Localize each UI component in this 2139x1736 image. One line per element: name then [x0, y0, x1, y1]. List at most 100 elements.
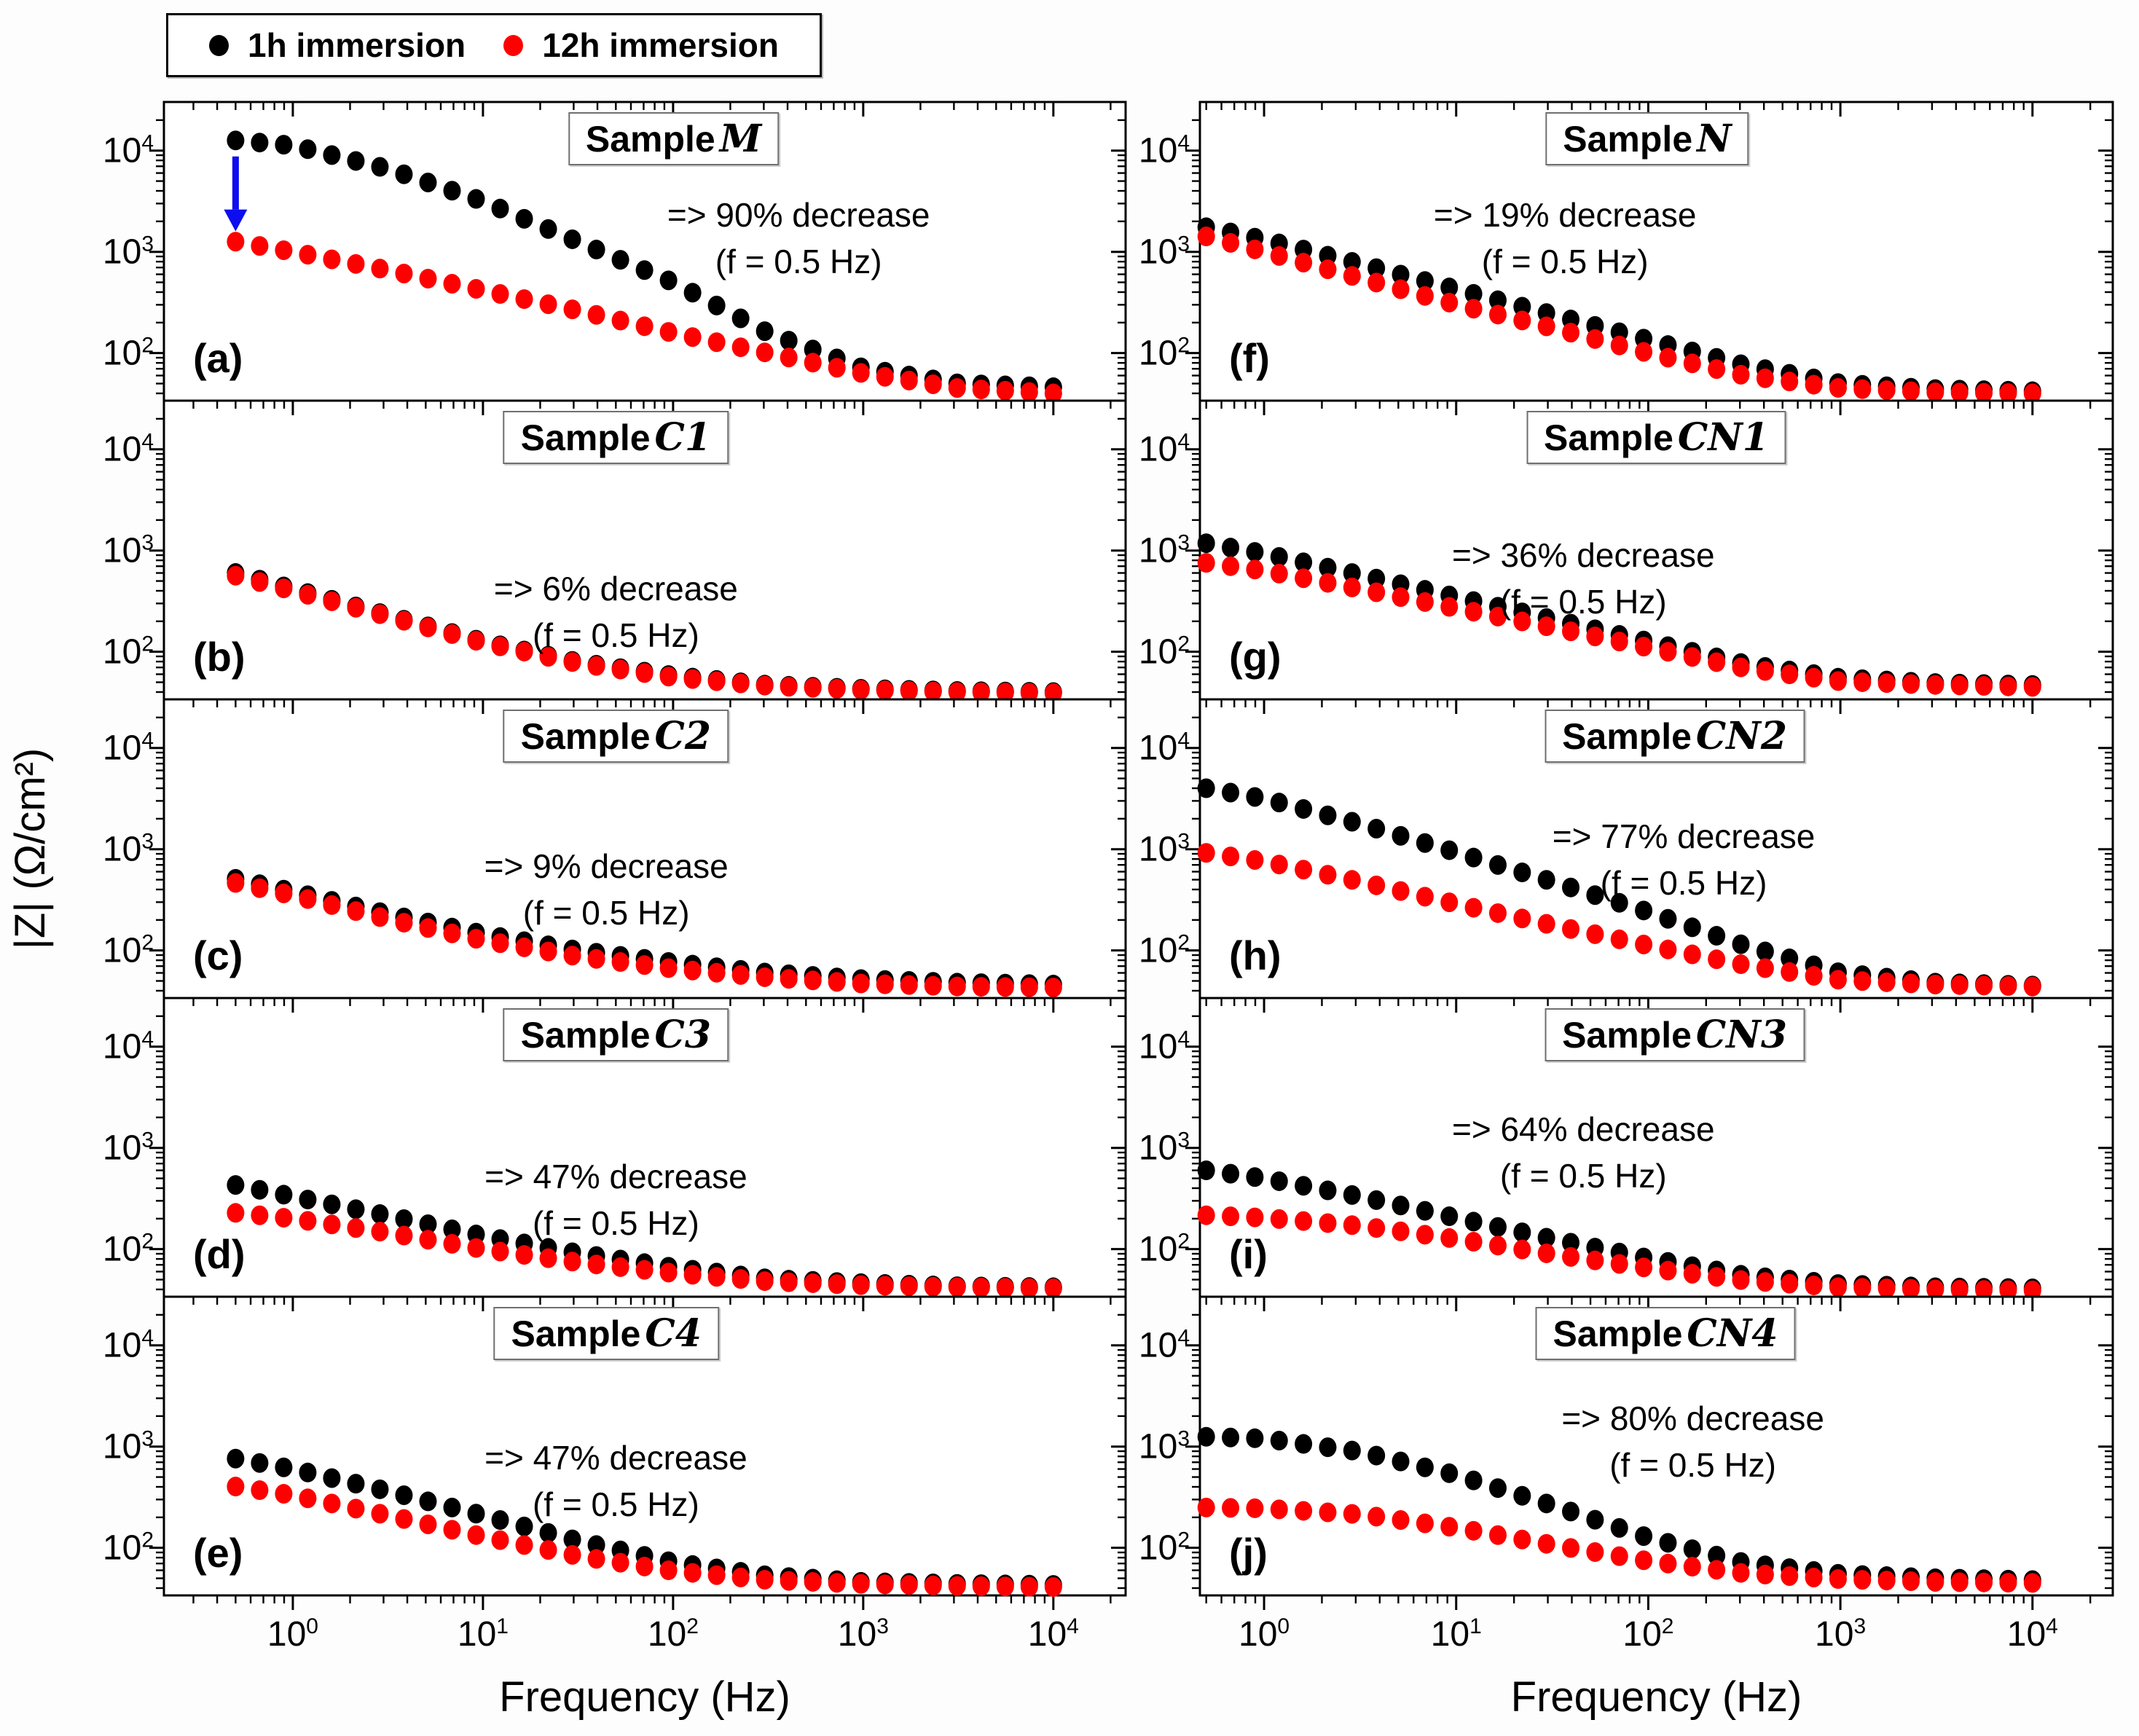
sample-title-prefix: Sample: [520, 1015, 651, 1056]
data-point: [1732, 1270, 1750, 1290]
data-point: [828, 1274, 846, 1295]
data-point: [1440, 278, 1459, 298]
data-point: [1562, 1501, 1580, 1522]
data-point: [563, 299, 581, 320]
data-point: [1926, 382, 1944, 402]
x-tick-label: 102: [1622, 1614, 1674, 1654]
data-point: [1319, 1180, 1337, 1201]
data-point: [1877, 972, 1896, 992]
data-point: [852, 1275, 870, 1295]
data-point: [1197, 533, 1215, 554]
decrease-annotation-line2: (f = 0.5 Hz): [1609, 1446, 1776, 1485]
data-point: [1270, 563, 1288, 584]
data-point: [1829, 377, 1847, 398]
data-point: [900, 975, 918, 995]
y-tick-label: 104: [1138, 1325, 1190, 1365]
data-point: [347, 597, 365, 618]
data-point: [780, 331, 798, 351]
data-point: [1659, 1260, 1677, 1281]
data-point: [1392, 279, 1410, 299]
data-point: [1853, 379, 1872, 399]
decrease-annotation-line1: => 47% decrease: [484, 1158, 747, 1196]
data-point: [1950, 382, 1969, 403]
sample-title-symbol: CN2: [1695, 714, 1788, 758]
data-point: [1392, 1221, 1410, 1241]
data-point: [1635, 900, 1653, 921]
data-point: [515, 641, 533, 661]
data-point: [1416, 1513, 1434, 1533]
data-point: [347, 1218, 365, 1238]
data-point: [587, 1535, 605, 1555]
y-tick-label: 103: [1138, 829, 1190, 869]
sample-title: Sample C4: [493, 1307, 719, 1360]
data-point: [275, 1185, 293, 1205]
data-point: [1222, 232, 1240, 253]
data-point: [972, 682, 990, 702]
data-point: [371, 157, 389, 177]
data-point: [419, 1514, 437, 1534]
data-point: [1367, 875, 1386, 895]
sample-title-prefix: Sample: [520, 716, 651, 757]
data-point: [707, 295, 726, 315]
sample-title-symbol: C4: [645, 1311, 702, 1356]
data-point: [1513, 611, 1531, 632]
data-point: [563, 1252, 581, 1272]
data-point: [1708, 359, 1726, 380]
decrease-annotation-line2: (f = 0.5 Hz): [1499, 1156, 1667, 1195]
data-point: [972, 977, 990, 997]
decrease-annotation: => 36% decrease (f = 0.5 Hz): [1452, 532, 1715, 625]
data-point: [659, 958, 678, 978]
sample-title: Sample CN1: [1526, 411, 1786, 464]
sample-title-symbol: M: [719, 117, 762, 161]
data-point: [755, 1271, 774, 1292]
data-point: [1902, 973, 1920, 994]
data-point: [1829, 671, 1847, 691]
data-point: [1488, 290, 1507, 310]
data-point: [275, 1457, 293, 1477]
data-point: [1756, 958, 1774, 978]
series-12h: [227, 1203, 1062, 1298]
data-point: [1020, 977, 1038, 997]
data-point: [1708, 949, 1726, 970]
data-point: [1392, 825, 1410, 846]
data-point: [948, 1576, 966, 1596]
data-point: [635, 316, 654, 337]
data-point: [419, 268, 437, 288]
data-point: [1222, 556, 1240, 576]
data-point: [1877, 1278, 1896, 1298]
data-point: [659, 270, 678, 291]
data-point: [731, 1567, 750, 1587]
data-point: [1610, 1254, 1628, 1274]
chart-panel-d: 102 103 104 Sample C3 => 47% decrease (f = 0.5…: [103, 997, 1127, 1311]
data-point: [828, 1573, 846, 1593]
data-point: [1708, 1545, 1726, 1566]
data-point: [1999, 1280, 2017, 1300]
data-point: [299, 1211, 317, 1231]
data-point: [1853, 672, 1872, 692]
data-point: [924, 681, 942, 702]
panel-letter: (c): [193, 932, 243, 978]
data-point: [900, 1575, 918, 1595]
data-point: [1732, 954, 1750, 975]
sample-title: Sample C2: [503, 710, 729, 763]
data-point: [1610, 892, 1628, 913]
data-point: [275, 1208, 293, 1228]
data-point: [1781, 1273, 1799, 1294]
data-point: [251, 878, 269, 898]
data-point: [347, 901, 365, 922]
data-point: [443, 923, 461, 943]
data-point: [1319, 557, 1337, 578]
data-point: [515, 289, 533, 310]
data-point: [299, 584, 317, 605]
data-point: [1513, 296, 1531, 317]
data-point: [1926, 1279, 1944, 1300]
data-point: [347, 1474, 365, 1494]
data-point: [587, 1549, 605, 1569]
data-point: [1343, 251, 1361, 272]
decrease-annotation-line1: => 19% decrease: [1433, 196, 1697, 234]
data-point: [1683, 647, 1701, 667]
legend-label-1h: 1h immersion: [248, 26, 466, 64]
data-point: [1708, 1560, 1726, 1580]
decrease-arrow-head: [224, 209, 248, 232]
data-point: [323, 1194, 341, 1214]
